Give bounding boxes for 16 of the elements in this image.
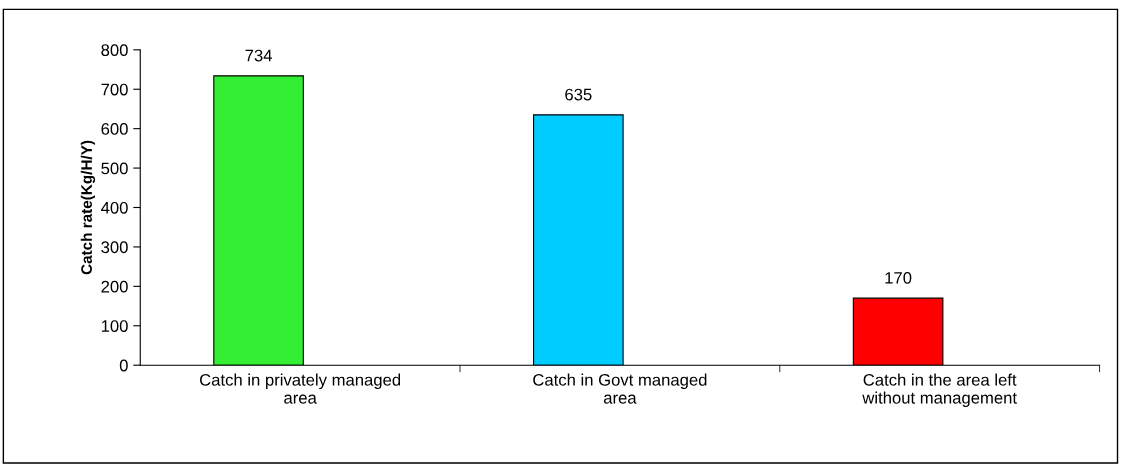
data-label: 734 [245, 49, 272, 62]
x-tick-label: Catch in the area left without management [862, 373, 1017, 408]
y-tick-label: 800 [101, 44, 128, 57]
y-tick-label: 500 [101, 162, 128, 175]
y-tick-label: 0 [119, 359, 128, 372]
y-tick-label: 300 [101, 241, 128, 254]
data-label: 635 [565, 88, 592, 101]
y-tick-label: 600 [101, 123, 128, 135]
data-label: 170 [885, 271, 912, 284]
x-tick-label: Catch in Govt managed area [533, 373, 707, 404]
x-tick-label: Catch in privately managed area [200, 373, 401, 404]
y-tick-label: 200 [101, 280, 128, 293]
y-tick-label: 400 [101, 201, 128, 214]
y-tick-label: 700 [101, 83, 128, 96]
y-tick-label: 100 [101, 320, 128, 332]
y-axis-title: Catch rate(Kg/H/Y) [80, 140, 96, 275]
